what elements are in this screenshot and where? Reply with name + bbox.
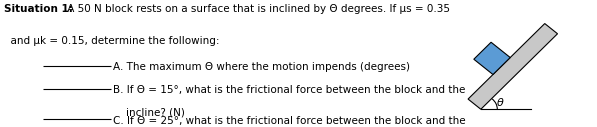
Text: and μk = 0.15, determine the following:: and μk = 0.15, determine the following: [4, 36, 219, 46]
Text: A 50 N block rests on a surface that is inclined by Θ degrees. If μs = 0.35: A 50 N block rests on a surface that is … [64, 4, 450, 14]
Text: C. If Θ = 25°, what is the frictional force between the block and the: C. If Θ = 25°, what is the frictional fo… [112, 116, 465, 126]
Text: Situation 1:: Situation 1: [4, 4, 72, 14]
Polygon shape [468, 23, 558, 109]
Text: A. The maximum Θ where the motion impends (degrees): A. The maximum Θ where the motion impend… [112, 62, 410, 72]
Text: B. If Θ = 15°, what is the frictional force between the block and the: B. If Θ = 15°, what is the frictional fo… [112, 85, 465, 95]
Polygon shape [474, 42, 510, 75]
Text: incline? (N): incline? (N) [112, 107, 184, 117]
Text: $\theta$: $\theta$ [496, 96, 504, 108]
